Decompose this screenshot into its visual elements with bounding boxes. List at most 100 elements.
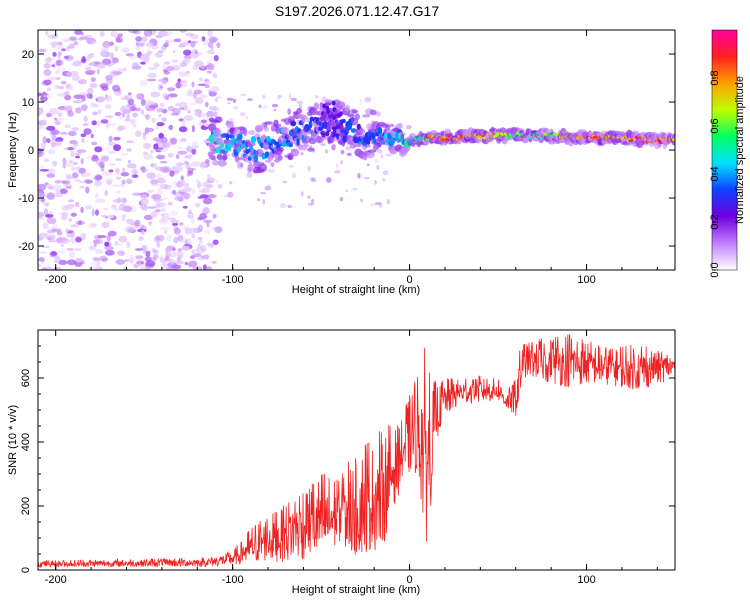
spectrogram-cell xyxy=(142,55,150,64)
spectrogram-cell xyxy=(150,91,161,98)
spectrogram-cell xyxy=(163,230,168,234)
spectrogram-cell xyxy=(150,211,158,218)
spectrogram-cell xyxy=(56,92,67,97)
spectrogram-cell xyxy=(183,49,192,56)
spectrogram-cell xyxy=(57,66,62,74)
y-tick-label: -10 xyxy=(18,193,34,205)
spectrogram-cell xyxy=(66,71,73,77)
spectrogram-cell xyxy=(227,142,233,149)
spectrogram-cell xyxy=(139,79,148,87)
spectrogram-cell xyxy=(42,222,49,229)
spectrogram-cell xyxy=(61,48,66,52)
spectrogram-cell xyxy=(115,37,124,43)
spectrogram-cell xyxy=(76,149,87,153)
spectrogram-cell xyxy=(151,117,156,124)
spectrogram-cell xyxy=(48,239,57,243)
spectrogram-cell xyxy=(80,232,87,240)
spectrogram-cell xyxy=(247,98,253,101)
spectrogram-cell xyxy=(179,62,188,68)
spectrogram-cell xyxy=(215,180,219,183)
spectrogram-cell xyxy=(150,30,157,36)
spectrogram-cell xyxy=(117,33,123,38)
spectrogram-cell xyxy=(273,119,279,128)
spectrogram-cell xyxy=(68,43,75,49)
spectrogram-cell xyxy=(187,212,195,219)
spectrogram-cell xyxy=(273,158,280,163)
spectrogram-cell xyxy=(47,76,57,81)
spectrogram-cell xyxy=(131,174,139,179)
spectrogram-cell xyxy=(174,196,184,201)
spectrogram-cell xyxy=(57,41,63,46)
spectrogram-cell xyxy=(202,207,210,215)
spectrogram-cell xyxy=(60,132,68,135)
spectrogram-cell xyxy=(359,99,362,105)
spectrogram-cell xyxy=(212,72,218,79)
spectrogram-cell xyxy=(107,230,117,237)
spectrogram-cell xyxy=(122,167,126,173)
spectrogram-cell xyxy=(386,199,391,205)
spectrogram-cell xyxy=(156,147,164,150)
spectrogram-cell xyxy=(207,49,215,55)
spectrogram-cell xyxy=(46,229,56,234)
spectrogram-cell xyxy=(38,92,43,97)
colorbar-label: Normalized spectral amplitude xyxy=(734,76,746,224)
spectrogram-cell xyxy=(99,255,107,262)
spectrogram-cell xyxy=(57,51,62,57)
spectrogram-cell xyxy=(67,130,77,137)
spectrogram-cell xyxy=(270,162,275,167)
spectrogram-cell xyxy=(73,94,84,100)
spectrogram-cell xyxy=(153,204,160,209)
spectrogram-cell xyxy=(181,119,186,127)
spectrogram-cell xyxy=(64,124,71,129)
spectrogram-cell xyxy=(84,205,93,210)
spectrogram-cell xyxy=(187,260,198,268)
spectrogram-cell xyxy=(104,246,114,251)
spectrogram-cell xyxy=(321,114,326,120)
spectrogram-cell xyxy=(128,98,135,106)
spectrogram-cell xyxy=(102,58,112,65)
spectrogram-cell xyxy=(344,104,351,112)
spectrogram-cell xyxy=(162,79,167,85)
spectrogram-cell xyxy=(301,144,308,151)
spectrogram-cell xyxy=(156,122,165,127)
spectrogram-cell xyxy=(115,158,122,162)
spectrogram-cell xyxy=(74,30,83,36)
spectrogram-cell xyxy=(48,149,56,155)
spectrogram-y-label: Frequency (Hz) xyxy=(7,112,19,188)
spectrogram-cell xyxy=(308,120,313,129)
spectrogram-cell xyxy=(191,125,195,133)
spectrogram-cell xyxy=(313,102,320,111)
spectrogram-cell xyxy=(309,116,314,122)
spectrogram-cell xyxy=(356,123,361,130)
spectrogram-cell xyxy=(46,93,53,99)
spectrogram-cell xyxy=(127,163,137,169)
spectrogram-cell xyxy=(162,213,170,219)
spectrogram-cell xyxy=(158,79,162,82)
spectrogram-cell xyxy=(310,198,315,204)
spectrogram-cell xyxy=(191,81,195,88)
spectrogram-cell xyxy=(64,94,72,101)
spectrogram-cell xyxy=(188,210,193,214)
spectrogram-cell xyxy=(126,114,130,121)
y-tick-label: 0 xyxy=(28,145,34,157)
spectrogram-cell xyxy=(194,203,201,208)
spectrogram-cell xyxy=(175,82,181,89)
spectrogram-cell xyxy=(336,128,340,134)
spectrogram-cell xyxy=(290,97,297,102)
spectrogram-cell xyxy=(47,237,52,241)
spectrogram-cell xyxy=(125,140,135,143)
spectrogram-cell xyxy=(109,57,118,62)
spectrogram-cell xyxy=(189,227,198,234)
spectrogram-cell xyxy=(134,219,141,227)
spectrogram-cell xyxy=(44,208,48,215)
spectrogram-cell xyxy=(194,112,199,116)
spectrogram-cell xyxy=(247,163,254,172)
spectrogram-cell xyxy=(90,223,97,227)
spectrogram-cell xyxy=(172,222,179,226)
spectrogram-cell xyxy=(60,243,65,247)
spectrogram-cell xyxy=(38,143,42,147)
spectrogram-cell xyxy=(185,32,195,37)
colorbar-tick-label: 0.0 xyxy=(709,262,721,277)
spectrogram-cell xyxy=(183,55,192,60)
spectrogram-cell xyxy=(128,54,139,60)
